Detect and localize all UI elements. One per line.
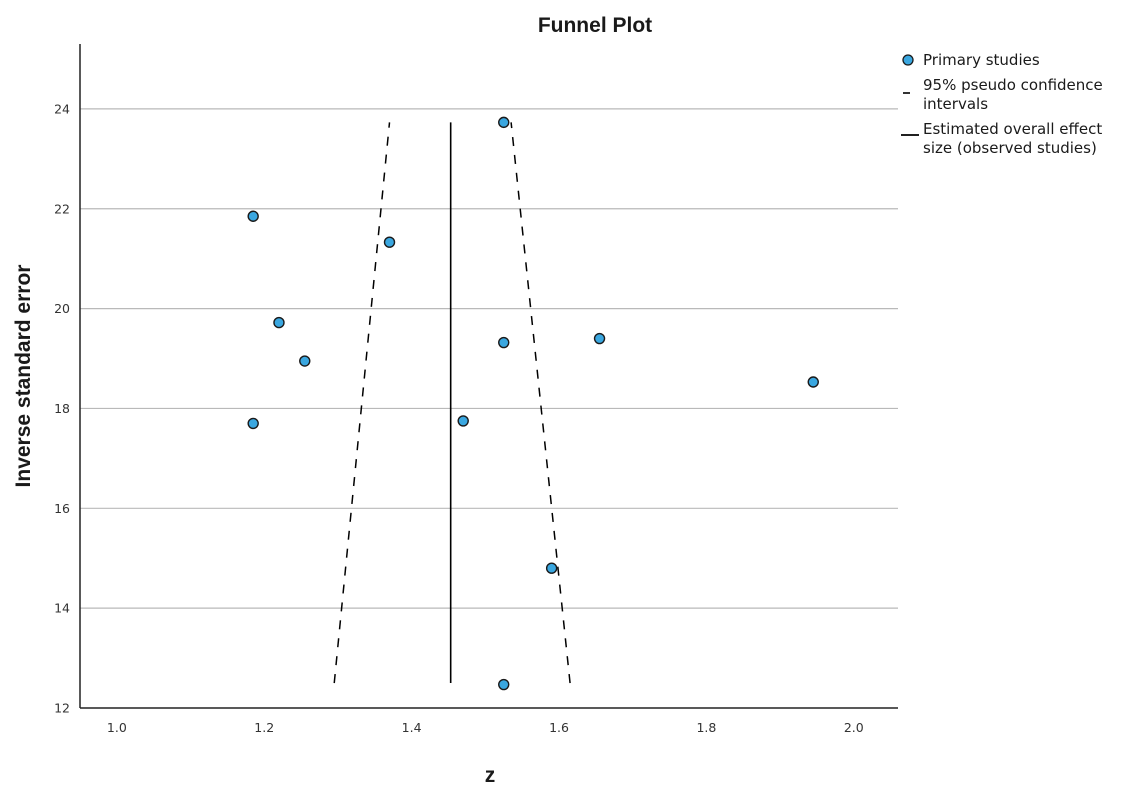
- study-point-12: [807, 376, 819, 388]
- ci-line-left: [333, 122, 391, 684]
- y-tick-label-18: 18: [54, 401, 70, 416]
- legend-label-2-line-2: intervals: [923, 95, 988, 113]
- legend-label-3-line-2: size (observed studies): [923, 139, 1097, 157]
- legend-label-3-line-1: Estimated overall effect: [923, 120, 1102, 138]
- study-point-3: [299, 355, 311, 367]
- y-tick-label-12: 12: [54, 701, 70, 716]
- x-axis-label: z: [485, 764, 496, 787]
- y-tick-label-22: 22: [54, 201, 70, 216]
- x-tick-label-1.8: 1.8: [696, 720, 716, 735]
- study-point-5: [383, 236, 396, 248]
- study-point-2: [273, 316, 285, 329]
- chart-title: Funnel Plot: [538, 14, 652, 37]
- study-point-7: [498, 116, 510, 129]
- y-tick-label-24: 24: [54, 101, 70, 116]
- legend-label-2-line-1: 95% pseudo confidence: [923, 76, 1103, 94]
- study-point-11: [593, 332, 606, 345]
- legend-marker-point: [902, 54, 914, 66]
- ticks: 12 14 16 18 20 22 24 1.0 1.2 1.4 1.6 1.8 2.0: [54, 101, 864, 735]
- study-point-4: [247, 417, 259, 430]
- x-tick-label-1.4: 1.4: [402, 720, 422, 735]
- ci-line-right: [510, 122, 571, 684]
- ci-and-effect-lines: [333, 122, 571, 684]
- study-points: [247, 116, 819, 691]
- study-point-1: [247, 210, 259, 222]
- x-tick-label-1.2: 1.2: [254, 720, 274, 735]
- x-tick-label-1.0: 1.0: [107, 720, 127, 735]
- x-tick-label-2.0: 2.0: [844, 720, 864, 735]
- axes: [79, 44, 898, 709]
- x-tick-label-1.6: 1.6: [549, 720, 569, 735]
- gridlines: [80, 108, 898, 609]
- y-tick-label-20: 20: [54, 301, 70, 316]
- legend: Primary studies 95% pseudo confidenceinte…: [901, 51, 1103, 157]
- study-point-8: [498, 336, 510, 349]
- legend-label-1-line-1: Primary studies: [923, 51, 1040, 69]
- y-axis-label: Inverse standard error: [12, 265, 35, 488]
- study-point-10: [545, 562, 558, 574]
- study-point-6: [457, 415, 469, 427]
- y-tick-label-16: 16: [54, 501, 70, 516]
- study-point-9: [498, 678, 510, 691]
- y-tick-label-14: 14: [54, 601, 70, 616]
